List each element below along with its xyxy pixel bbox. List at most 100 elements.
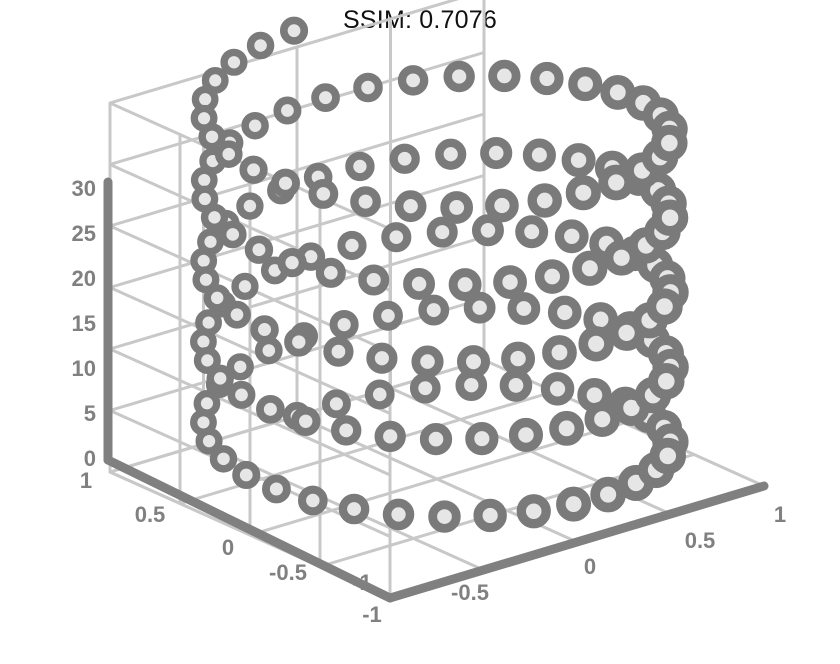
data-point (197, 228, 224, 256)
data-point (530, 61, 564, 96)
y-tick-label: 0 (222, 535, 234, 560)
data-point (279, 16, 309, 45)
data-point (262, 474, 291, 504)
data-point (648, 363, 685, 400)
data-point (501, 341, 536, 376)
data-point (584, 401, 620, 437)
data-point (203, 284, 231, 312)
data-point (418, 294, 450, 326)
data-point (572, 250, 608, 286)
data-point (547, 295, 582, 330)
data-point (411, 345, 444, 378)
data-point (250, 315, 279, 344)
data-point (488, 59, 521, 93)
data-point (330, 415, 362, 446)
x-tick-label: 1 (774, 502, 786, 527)
data-point (473, 498, 507, 533)
data-point (329, 310, 359, 340)
data-point (236, 192, 264, 220)
data-point (440, 191, 474, 224)
data-point (270, 168, 301, 198)
data-point (456, 345, 491, 379)
data-point (516, 494, 551, 529)
x-tick-label: -0.5 (451, 580, 489, 605)
y-tick-label: 1 (80, 468, 92, 493)
data-point (465, 422, 499, 456)
data-point (527, 183, 562, 218)
z-tick-label: 25 (72, 221, 96, 246)
data-point (198, 123, 226, 151)
data-point (499, 369, 533, 402)
data-point (649, 437, 686, 475)
z-tick-label: 20 (72, 266, 96, 291)
data-point (522, 138, 556, 172)
data-point (311, 83, 340, 112)
data-point (463, 291, 496, 324)
y-tick-label: -0.5 (269, 560, 307, 585)
marker-layer (190, 16, 689, 533)
axis-layer (103, 177, 769, 603)
x-axis-line (385, 481, 769, 603)
data-point (507, 292, 541, 325)
data-point (409, 372, 441, 404)
data-point (290, 406, 321, 437)
data-point (246, 31, 275, 60)
grid-line (108, 235, 486, 351)
data-point (426, 216, 458, 248)
data-point (206, 364, 234, 393)
data-point (201, 66, 229, 94)
data-point (373, 300, 403, 331)
grid-line (178, 390, 556, 505)
data-point (534, 259, 570, 294)
data-point (308, 178, 339, 209)
data-point (366, 342, 398, 374)
y-tick-label: -1 (352, 570, 372, 595)
data-point (200, 203, 229, 231)
data-point (227, 380, 256, 409)
data-point (226, 353, 254, 381)
data-point (508, 417, 544, 452)
data-point (485, 188, 519, 223)
data-point (389, 143, 420, 174)
data-point (556, 486, 592, 522)
data-point (397, 65, 429, 96)
data-point (193, 346, 221, 374)
tick-layer: 0 5 10 15 20 25 30 -1 -0.5 0 0.5 1 -1 -0.5 0 0.5 1 (72, 176, 787, 627)
data-point (338, 493, 370, 525)
data-point (220, 48, 248, 76)
data-point (419, 422, 453, 456)
data-point (239, 155, 268, 184)
data-point (364, 379, 395, 410)
data-point (209, 445, 238, 473)
z-tick-label: 5 (84, 401, 96, 426)
data-point (549, 410, 585, 446)
data-point (337, 230, 367, 261)
data-point (244, 235, 274, 264)
z-tick-label: 15 (72, 311, 96, 336)
data-point (381, 222, 412, 253)
x-tick-label: -1 (362, 602, 382, 627)
grid-line (108, 174, 486, 289)
grid-line (108, 112, 486, 228)
data-point (284, 327, 314, 357)
data-point (241, 112, 269, 140)
data-point (277, 248, 307, 278)
data-point (651, 124, 688, 162)
data-point (493, 265, 527, 299)
y-axis-line (103, 455, 395, 603)
data-point (515, 215, 549, 249)
data-point (443, 60, 475, 93)
data-point (350, 186, 381, 218)
data-point (218, 220, 247, 249)
data-point (428, 500, 461, 533)
data-point (256, 394, 285, 424)
grid-line (108, 347, 392, 477)
data-point (471, 214, 504, 247)
data-point (554, 219, 589, 254)
data-point (561, 143, 596, 178)
data-point (590, 476, 626, 513)
data-point (403, 267, 436, 300)
data-point (565, 175, 601, 211)
data-point (223, 300, 251, 329)
